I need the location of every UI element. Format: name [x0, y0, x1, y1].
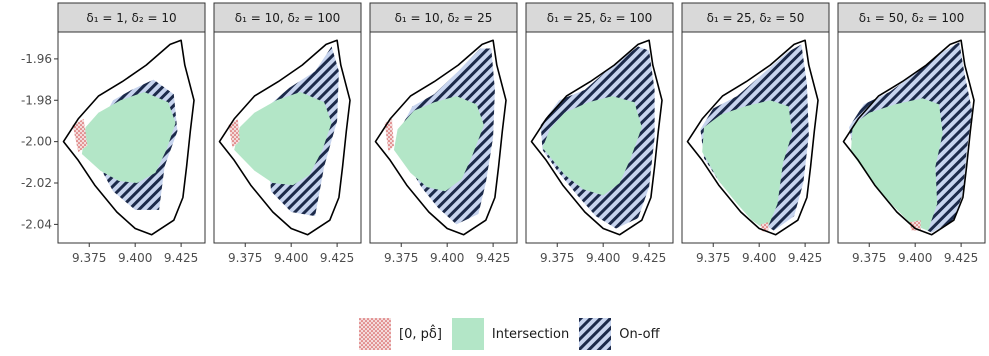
intersection-region	[393, 96, 484, 192]
facet-strip-label: δ₁ = 50, δ₂ = 100	[859, 11, 964, 25]
y-tick-label: -1.98	[21, 93, 52, 107]
x-tick-label: 9.375	[540, 251, 574, 265]
boundary-outline	[686, 39, 819, 236]
zero-region	[909, 220, 921, 231]
legend-label-onoff: On-off	[619, 326, 660, 342]
boundary-outline	[218, 39, 351, 236]
x-tick-label: 9.425	[320, 251, 354, 265]
facets-layer: -1.96 -1.98 -2.00 -2.02 -2.04 δ₁ = 1, δ₂ = 10…	[21, 2, 986, 265]
y-tick-label: -2.04	[21, 217, 52, 231]
facet-panel: δ₁ = 50, δ₂ = 100 9.375 9.400 9.425	[837, 2, 986, 265]
facet-panel: δ₁ = 25, δ₂ = 100 9.375 9.400 9.425	[525, 2, 674, 265]
facet-panel-border	[837, 31, 986, 244]
legend-key-zero	[359, 318, 391, 350]
facet-strip-label: δ₁ = 25, δ₂ = 100	[547, 11, 652, 25]
x-tick-label: 9.400	[898, 251, 932, 265]
zero-region	[72, 118, 88, 152]
facet-strip-label: δ₁ = 10, δ₂ = 100	[235, 11, 340, 25]
x-tick-label: 9.400	[118, 251, 152, 265]
x-tick-label: 9.425	[788, 251, 822, 265]
facet-panel-border	[57, 31, 206, 244]
boundary-outline	[62, 39, 195, 236]
x-tick-label: 9.425	[632, 251, 666, 265]
facet-panel-border	[213, 31, 362, 244]
x-tick-label: 9.375	[696, 251, 730, 265]
y-tick-label: -2.00	[21, 135, 52, 149]
zero-region	[384, 118, 394, 152]
facet-strip	[369, 2, 518, 33]
legend-item-zero: [0, pδ̂]	[359, 318, 442, 350]
x-tick-label: 9.425	[944, 251, 978, 265]
facet-panel-border	[681, 31, 830, 244]
x-tick-label: 9.400	[742, 251, 776, 265]
boundary-outline	[374, 39, 507, 236]
facet-strip	[525, 2, 674, 33]
intersection-region	[234, 92, 332, 186]
legend-key-intersection	[451, 318, 484, 350]
facet-panel: δ₁ = 25, δ₂ = 50 9.375 9.400 9.425	[681, 2, 830, 265]
legend-label-zero: [0, pδ̂]	[399, 326, 442, 342]
x-tick-label: 9.375	[228, 251, 262, 265]
facet-panel-border	[369, 31, 518, 244]
facet-panel: δ₁ = 10, δ₂ = 100 9.375 9.400 9.425	[213, 2, 362, 265]
facet-strip	[57, 2, 206, 33]
faceted-map-figure: -1.96 -1.98 -2.00 -2.02 -2.04 δ₁ = 1, δ₂ = 10…	[21, 2, 986, 265]
x-tick-label: 9.425	[164, 251, 198, 265]
facet-strip-label: δ₁ = 1, δ₂ = 10	[86, 11, 176, 25]
zero-region	[228, 118, 240, 148]
x-tick-label: 9.400	[430, 251, 464, 265]
intersection-region	[702, 100, 793, 231]
x-tick-label: 9.375	[384, 251, 418, 265]
facet-panel: δ₁ = 1, δ₂ = 10 9.375 9.400 9.425	[57, 2, 206, 265]
legend-item-intersection: Intersection	[451, 318, 570, 350]
facet-panel: δ₁ = 10, δ₂ = 25 9.375 9.400 9.425	[369, 2, 518, 265]
legend: [0, pδ̂] Intersection On-off	[0, 316, 989, 352]
boundary-outline	[842, 39, 975, 236]
facet-strip-label: δ₁ = 25, δ₂ = 50	[707, 11, 805, 25]
facet-strip	[681, 2, 830, 33]
y-tick-label: -2.02	[21, 176, 52, 190]
x-tick-label: 9.400	[586, 251, 620, 265]
y-tick-label: -1.96	[21, 52, 52, 66]
boundary-outline	[530, 39, 663, 236]
facet-strip-label: δ₁ = 10, δ₂ = 25	[395, 11, 493, 25]
legend-key-onoff	[579, 318, 612, 350]
intersection-region	[542, 96, 642, 196]
legend-label-intersection: Intersection	[491, 326, 570, 342]
x-tick-label: 9.400	[274, 251, 308, 265]
x-tick-label: 9.375	[72, 251, 106, 265]
x-tick-label: 9.425	[476, 251, 510, 265]
x-tick-label: 9.375	[852, 251, 886, 265]
intersection-region	[850, 98, 943, 231]
intersection-region	[81, 92, 176, 183]
facet-strip	[213, 2, 362, 33]
legend-item-onoff: On-off	[579, 318, 660, 350]
facet-panel-border	[525, 31, 674, 244]
